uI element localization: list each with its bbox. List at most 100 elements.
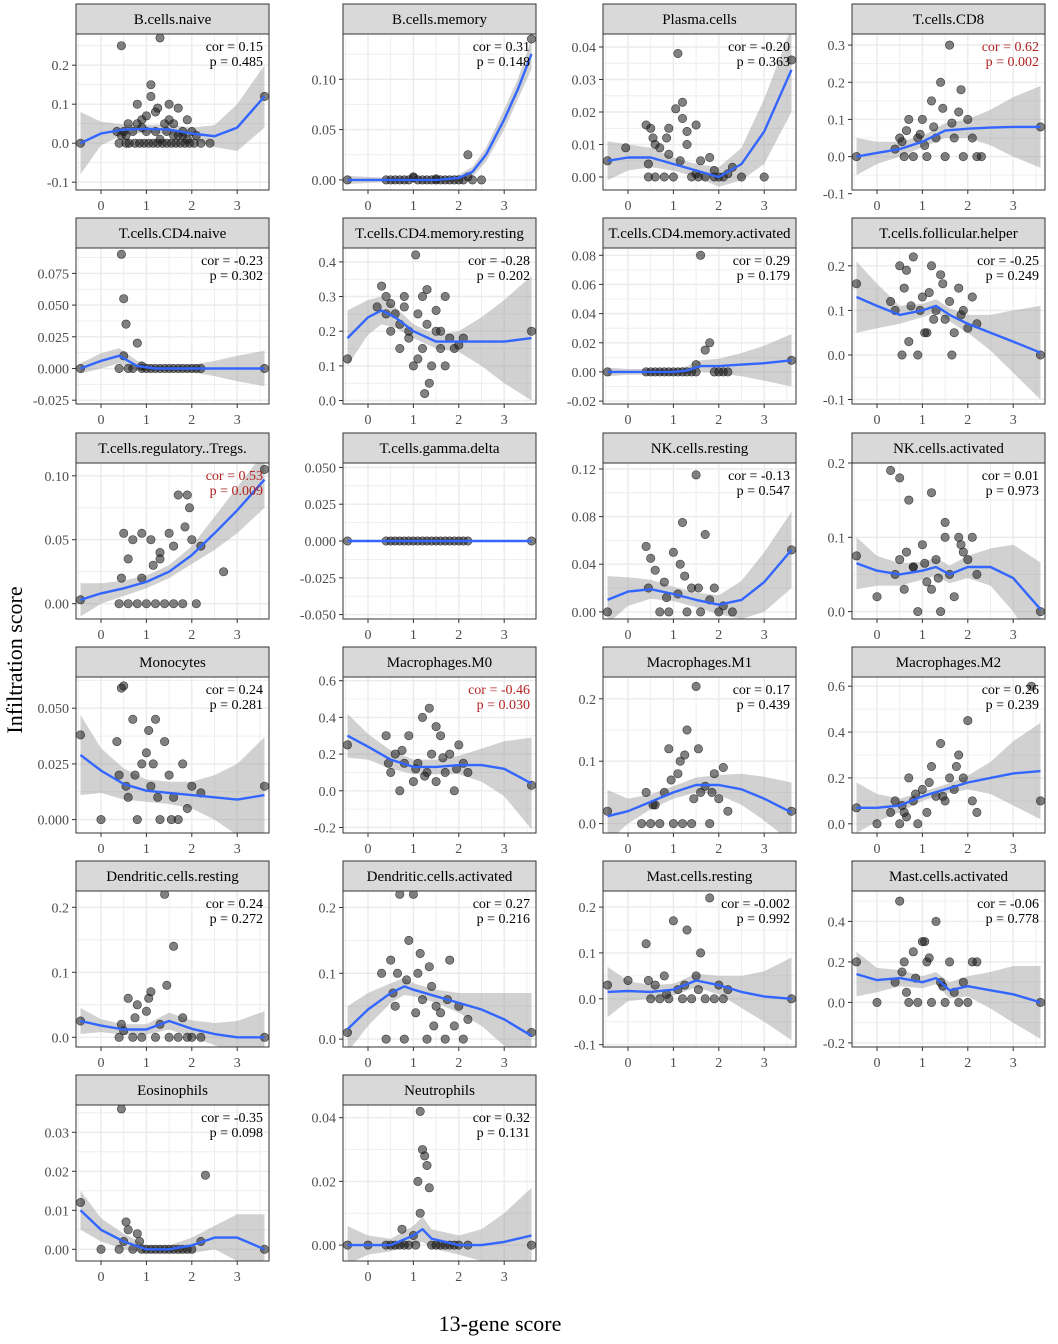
p-value-label: p = 0.992	[737, 912, 790, 927]
data-point	[707, 787, 717, 797]
x-tick-label: 3	[501, 1056, 508, 1071]
y-tick-label: 0.00	[45, 598, 70, 613]
facet-panel: Macrophages.M2 0 1 2 3 0.0 0.2 0.4 0.6 cor = 0.26…	[828, 646, 1046, 857]
data-point	[650, 140, 660, 150]
data-point	[673, 769, 683, 779]
x-tick-label: 2	[964, 413, 971, 428]
data-point	[427, 981, 437, 991]
data-point	[899, 283, 909, 293]
data-point	[146, 80, 156, 90]
y-tick-label: -0.1	[47, 176, 69, 191]
confidence-ribbon	[607, 511, 792, 619]
x-tick-label: 3	[1010, 199, 1017, 214]
correlation-label: cor = 0.29	[733, 254, 790, 269]
data-point	[924, 777, 934, 787]
data-point	[886, 296, 896, 306]
facet-title: NK.cells.resting	[651, 441, 749, 457]
x-tick-label: 1	[410, 199, 417, 214]
data-point	[417, 995, 427, 1005]
facet-panel: Macrophages.M0 0 1 2 3 -0.2 0.0 0.2 0.4 0.6 cor = …	[314, 646, 537, 857]
panel-border	[75, 890, 270, 1048]
p-value-label: p = 0.272	[210, 912, 263, 927]
x-tick-label: 2	[715, 628, 722, 643]
data-point	[182, 490, 192, 500]
data-point	[718, 762, 728, 772]
y-tick-label: 0.1	[52, 98, 70, 113]
data-point	[386, 767, 396, 777]
data-point	[386, 298, 396, 308]
y-tick-label: 0.3	[828, 39, 846, 54]
y-tick-label: 0.2	[52, 59, 70, 74]
y-tick-label: 0.050	[38, 702, 70, 717]
data-point	[673, 48, 683, 58]
data-point	[526, 326, 536, 336]
data-point	[917, 540, 927, 550]
data-point	[415, 1208, 425, 1218]
data-point	[415, 948, 425, 958]
x-tick-label: 2	[964, 1056, 971, 1071]
correlation-label: cor = 0.24	[206, 897, 263, 912]
y-tick-label: 0.2	[828, 956, 846, 971]
correlation-label: cor = 0.15	[206, 40, 263, 55]
data-point	[940, 532, 950, 542]
x-tick-label: 0	[625, 1056, 632, 1071]
data-point	[151, 1032, 161, 1042]
panel-border	[851, 890, 1046, 1048]
data-point	[96, 1244, 106, 1254]
x-tick-label: 2	[715, 413, 722, 428]
grid	[603, 248, 796, 404]
data-point	[705, 153, 715, 163]
data-point	[646, 123, 656, 133]
y-tick-label: 0.1	[828, 113, 846, 128]
data-point	[933, 573, 943, 583]
data-point	[736, 172, 746, 182]
data-point	[422, 1034, 432, 1044]
y-tick-label: -0.050	[300, 609, 336, 624]
data-point	[643, 975, 653, 985]
plot-content	[343, 34, 536, 185]
confidence-ribbon	[80, 1008, 265, 1047]
x-tick-label: 1	[143, 1270, 150, 1285]
data-point	[641, 787, 651, 797]
data-point	[655, 819, 665, 829]
data-point	[714, 794, 724, 804]
plot-content	[603, 893, 796, 1041]
x-tick-label: 0	[98, 842, 105, 857]
data-point	[96, 815, 106, 825]
facet-strip	[342, 217, 537, 249]
data-point	[931, 555, 941, 565]
data-point	[137, 573, 147, 583]
data-point	[164, 1032, 174, 1042]
data-point	[420, 771, 430, 781]
data-point	[404, 935, 414, 945]
data-point	[693, 583, 703, 593]
data-point	[424, 378, 434, 388]
data-point	[675, 756, 685, 766]
data-point	[709, 583, 719, 593]
grid	[76, 1105, 269, 1261]
facet-title: Mast.cells.activated	[889, 869, 1009, 885]
grid	[343, 248, 536, 404]
data-point	[173, 490, 183, 500]
data-point	[438, 753, 448, 763]
data-point	[945, 773, 955, 783]
y-tick-label: -0.025	[300, 572, 336, 587]
data-point	[420, 389, 430, 399]
data-point	[650, 980, 660, 990]
data-point	[187, 781, 197, 791]
plot-content	[76, 463, 269, 617]
facet-title: B.cells.naive	[134, 12, 212, 28]
data-point	[404, 731, 414, 741]
confidence-ribbon	[80, 714, 265, 833]
data-point	[146, 91, 156, 101]
data-point	[852, 551, 861, 561]
plot-content	[76, 891, 269, 1047]
y-tick-label: 0.0	[319, 785, 337, 800]
data-point	[182, 803, 192, 813]
data-point	[938, 279, 948, 289]
plot-content	[76, 681, 269, 833]
data-point	[132, 599, 142, 609]
data-point	[144, 725, 154, 735]
data-point	[940, 314, 950, 324]
x-tick-label: 2	[188, 842, 195, 857]
